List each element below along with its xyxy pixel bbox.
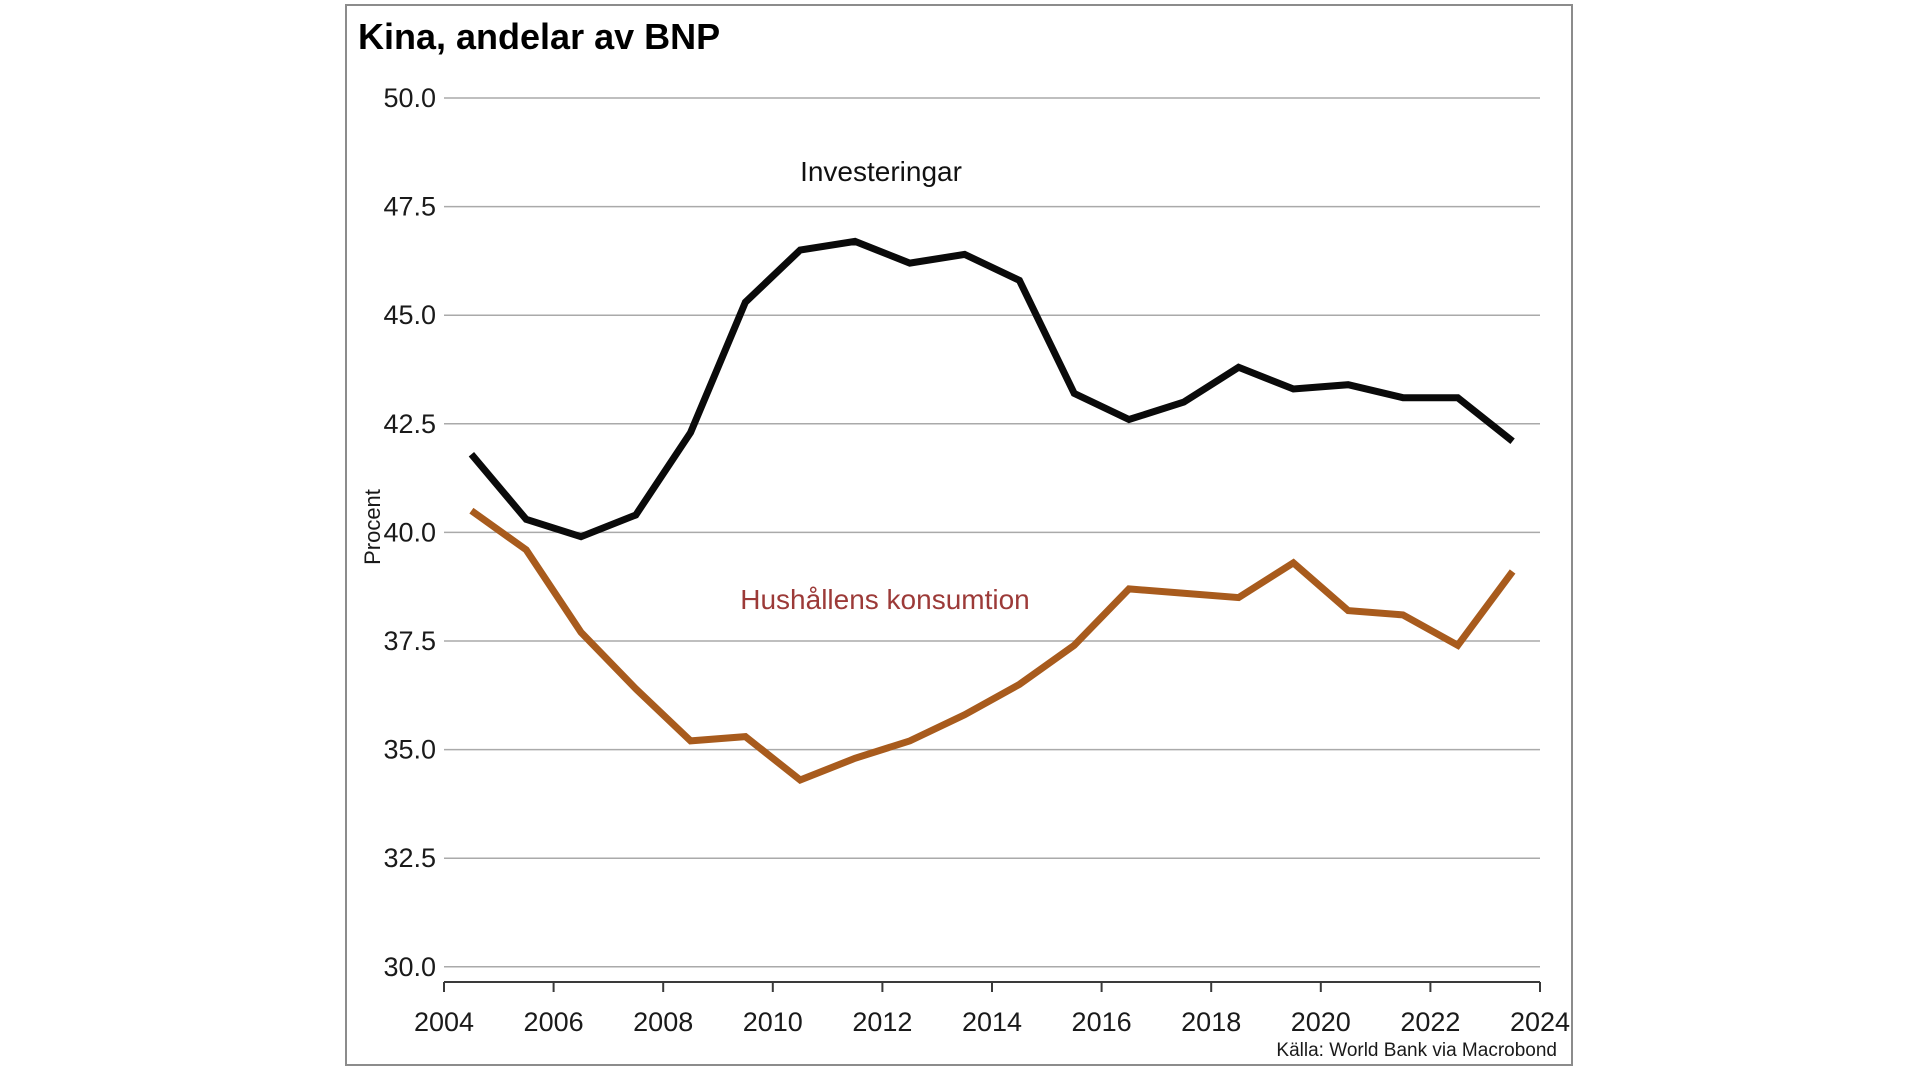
x-tick-label: 2004 — [414, 1007, 474, 1037]
panel-border-stroke — [345, 4, 1573, 1066]
series-label-investeringar: Investeringar — [800, 156, 962, 187]
x-tick-label: 2016 — [1072, 1007, 1132, 1037]
y-tick-label: 32.5 — [383, 843, 436, 873]
x-tick-label: 2022 — [1400, 1007, 1460, 1037]
x-axis — [443, 981, 1541, 992]
chart-title: Kina, andelar av BNP — [358, 16, 721, 57]
x-tick-label: 2024 — [1510, 1007, 1570, 1037]
x-tick-label: 2020 — [1291, 1007, 1351, 1037]
y-tick-label: 50.0 — [383, 83, 436, 113]
y-tick-labels: 30.0 32.5 35.0 37.5 40.0 42.5 45.0 47.5 50.0 — [383, 83, 436, 982]
series-label-hushallens-konsumtion: Hushållens konsumtion — [740, 584, 1030, 615]
x-tick-label: 2008 — [633, 1007, 693, 1037]
source-note: Källa: World Bank via Macrobond — [1276, 1040, 1557, 1061]
panel-border — [346, 5, 1572, 1065]
series-lines — [468, 237, 1516, 784]
y-tick-label: 40.0 — [383, 517, 436, 547]
series-line-investeringar — [468, 237, 1515, 541]
y-tick-label: 45.0 — [383, 300, 436, 330]
y-tick-label: 47.5 — [383, 192, 436, 222]
y-axis-title: Procent — [360, 489, 385, 565]
y-gridlines — [444, 97, 1540, 968]
x-tick-label: 2014 — [962, 1007, 1022, 1037]
x-tick-label: 2018 — [1181, 1007, 1241, 1037]
y-tick-label: 42.5 — [383, 409, 436, 439]
y-tick-label: 30.0 — [383, 952, 436, 982]
series-line-hushallens-konsumtion — [469, 507, 1516, 784]
y-tick-label: 37.5 — [383, 626, 436, 656]
x-tick-label: 2012 — [852, 1007, 912, 1037]
x-tick-label: 2006 — [524, 1007, 584, 1037]
x-tick-labels: 2004 2006 2008 2010 2012 2014 2016 2018 2020 2022… — [414, 1007, 1570, 1037]
x-tick-label: 2010 — [743, 1007, 803, 1037]
y-tick-label: 35.0 — [383, 735, 436, 765]
